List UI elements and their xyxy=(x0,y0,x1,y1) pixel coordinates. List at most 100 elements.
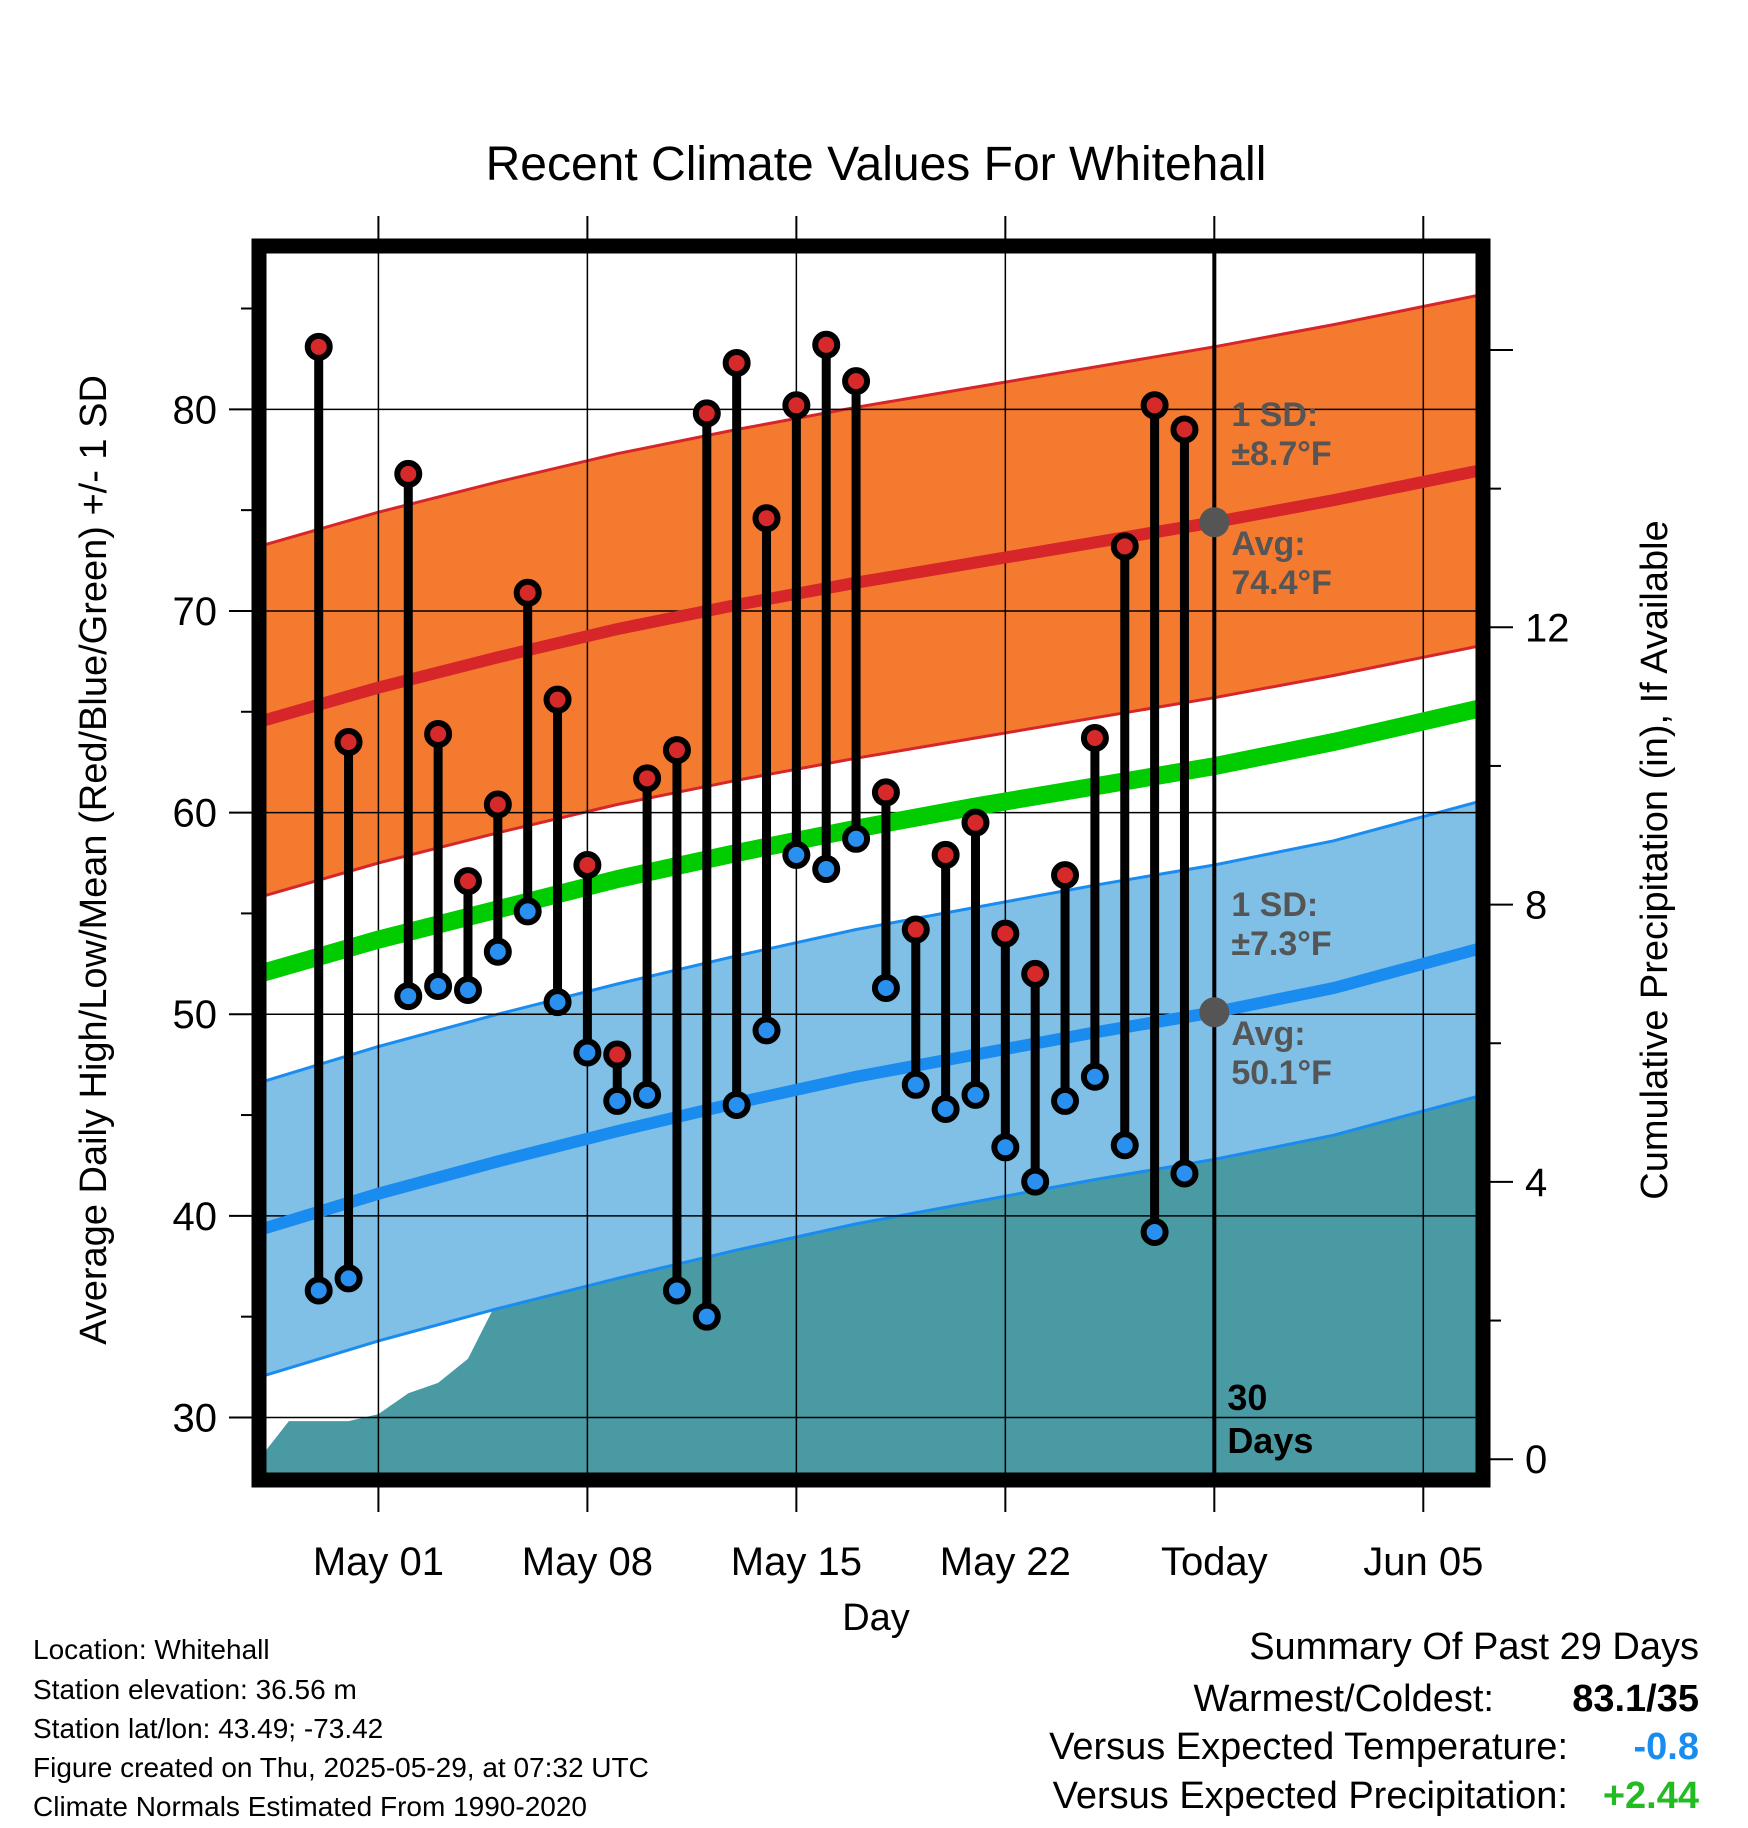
temp-anomaly-value: -0.8 xyxy=(1633,1726,1699,1768)
latlon-text: Station lat/lon: 43.49; -73.42 xyxy=(33,1713,384,1744)
daily-high-point xyxy=(961,808,990,837)
temp-anomaly-label: Versus Expected Temperature: xyxy=(1049,1726,1568,1768)
daily-high-point xyxy=(692,399,721,428)
low-sd-band xyxy=(259,800,1483,1378)
daily-high-point xyxy=(901,915,930,944)
daily-high-point xyxy=(633,764,662,793)
low-avg-label: Avg: xyxy=(1231,1015,1305,1053)
daily-high-point xyxy=(722,348,751,377)
daily-low-point xyxy=(513,897,542,926)
daily-high-point xyxy=(842,367,871,396)
daily-low-point xyxy=(1021,1167,1050,1196)
y2-tick-label: 12 xyxy=(1525,606,1570,650)
daily-low-point xyxy=(394,982,423,1011)
x-tick-label: May 01 xyxy=(313,1540,444,1584)
high-sd-band xyxy=(259,294,1483,898)
location-text: Location: Whitehall xyxy=(33,1634,270,1665)
summary-title: Summary Of Past 29 Days xyxy=(1249,1626,1699,1668)
y-axis-label: Average Daily High/Low/Mean (Red/Blue/Gr… xyxy=(73,375,115,1345)
y2-axis-label: Cumulative Precipitation (in), If Availa… xyxy=(1634,520,1676,1199)
x-axis-label: Day xyxy=(842,1597,910,1639)
today-days-number: 30 xyxy=(1227,1377,1267,1418)
daily-high-point xyxy=(662,736,691,765)
today-days-word: Days xyxy=(1227,1420,1313,1461)
x-tick-label: May 22 xyxy=(940,1540,1071,1584)
daily-low-point xyxy=(812,855,841,884)
created-text: Figure created on Thu, 2025-05-29, at 07… xyxy=(33,1752,649,1783)
daily-low-point xyxy=(1170,1159,1199,1188)
daily-high-point xyxy=(931,840,960,869)
low-sd-value: ±7.3°F xyxy=(1231,925,1331,963)
daily-high-point xyxy=(453,867,482,896)
daily-high-point xyxy=(1170,415,1199,444)
high-sd-value: ±8.7°F xyxy=(1231,435,1331,473)
normals-text: Climate Normals Estimated From 1990-2020 xyxy=(33,1791,587,1822)
chart-title: Recent Climate Values For Whitehall xyxy=(486,138,1267,191)
daily-low-point xyxy=(782,840,811,869)
axes: 30 40 50 60 70 80 0 4 8 12 May 01 May 08 May 15 May 2… xyxy=(173,216,1570,1584)
daily-high-point xyxy=(603,1040,632,1069)
daily-low-point xyxy=(1140,1217,1169,1246)
y2-tick-label: 4 xyxy=(1525,1161,1547,1205)
elevation-text: Station elevation: 36.56 m xyxy=(33,1674,357,1705)
daily-high-point xyxy=(1021,959,1050,988)
x-tick-label: May 08 xyxy=(522,1540,653,1584)
high-sd-label: 1 SD: xyxy=(1231,396,1318,434)
daily-high-point xyxy=(543,685,572,714)
daily-low-point xyxy=(961,1080,990,1109)
warmest-coldest-value: 83.1/35 xyxy=(1572,1678,1699,1720)
daily-low-point xyxy=(901,1070,930,1099)
daily-low-point xyxy=(842,824,871,853)
daily-high-point xyxy=(1080,723,1109,752)
daily-high-point xyxy=(991,919,1020,948)
high-avg-label: Avg: xyxy=(1231,525,1305,563)
daily-low-point xyxy=(483,937,512,966)
daily-low-point xyxy=(662,1276,691,1305)
daily-high-point xyxy=(752,504,781,533)
daily-high-point xyxy=(1140,391,1169,420)
x-tick-label: Jun 05 xyxy=(1363,1540,1483,1584)
y-tick-label: 60 xyxy=(173,792,218,836)
daily-low-point xyxy=(573,1038,602,1067)
y-tick-label: 50 xyxy=(173,993,218,1037)
low-avg-marker xyxy=(1199,997,1230,1028)
daily-low-point xyxy=(1110,1131,1139,1160)
daily-low-point xyxy=(1080,1062,1109,1091)
low-sd-lower-line xyxy=(259,1093,1483,1379)
daily-high-point xyxy=(573,851,602,880)
low-avg-value: 50.1°F xyxy=(1231,1054,1332,1092)
daily-high-point xyxy=(1110,532,1139,561)
daily-low-point xyxy=(453,976,482,1005)
daily-high-point xyxy=(782,391,811,420)
precip-anomaly-value: +2.44 xyxy=(1602,1775,1699,1817)
daily-high-point xyxy=(812,330,841,359)
y-tick-label: 70 xyxy=(173,590,218,634)
y-tick-label: 30 xyxy=(173,1396,218,1440)
daily-high-point xyxy=(394,459,423,488)
daily-high-point xyxy=(483,790,512,819)
daily-low-point xyxy=(722,1090,751,1119)
daily-low-point xyxy=(304,1276,333,1305)
high-avg-marker xyxy=(1199,507,1230,538)
precip-anomaly-label: Versus Expected Precipitation: xyxy=(1052,1775,1568,1817)
warmest-coldest-label: Warmest/Coldest: xyxy=(1193,1678,1494,1720)
daily-low-point xyxy=(334,1264,363,1293)
daily-high-point xyxy=(513,578,542,607)
daily-high-point xyxy=(424,719,453,748)
daily-low-point xyxy=(633,1080,662,1109)
y-tick-label: 40 xyxy=(173,1195,218,1239)
x-tick-label: Today xyxy=(1161,1540,1268,1584)
y2-tick-label: 8 xyxy=(1525,884,1547,928)
daily-low-point xyxy=(871,974,900,1003)
low-sd-label: 1 SD: xyxy=(1231,886,1318,924)
daily-low-point xyxy=(692,1302,721,1331)
daily-low-point xyxy=(543,988,572,1017)
low-sd-upper-line xyxy=(259,799,1483,1085)
daily-low-point xyxy=(931,1094,960,1123)
y-tick-label: 80 xyxy=(173,388,218,432)
high-avg-value: 74.4°F xyxy=(1231,564,1332,602)
daily-low-point xyxy=(424,971,453,1000)
daily-low-point xyxy=(991,1133,1020,1162)
